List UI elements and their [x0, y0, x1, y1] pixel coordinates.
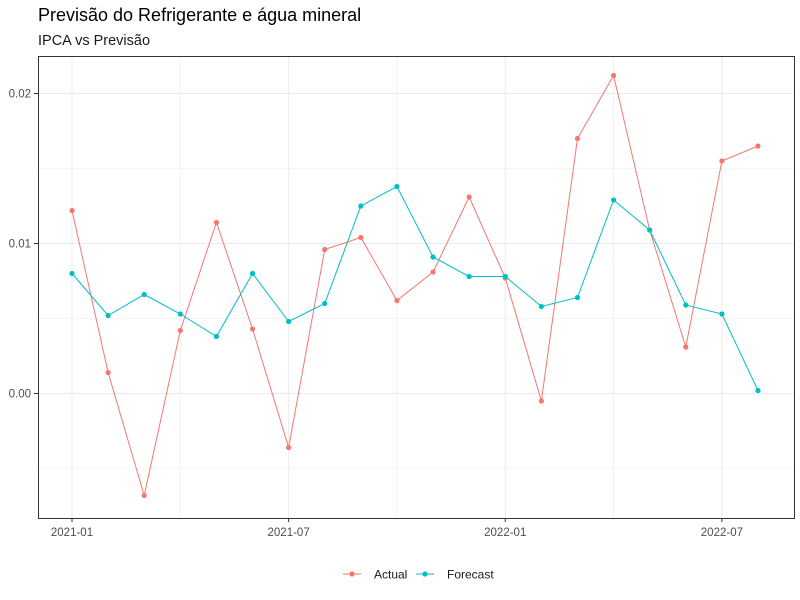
- data-point-forecast: [213, 333, 220, 340]
- data-point-forecast: [683, 302, 689, 308]
- data-point-actual: [105, 369, 111, 376]
- data-point-forecast: [755, 387, 761, 394]
- data-point-actual: [538, 398, 544, 404]
- legend: Actual Forecast: [343, 568, 494, 582]
- y-tick-label: 0.01: [9, 239, 31, 251]
- x-tick-label: 2021-01: [51, 527, 93, 539]
- series-line-actual: [71, 74, 759, 496]
- data-point-forecast: [610, 197, 617, 203]
- plot-panel-border: [38, 56, 795, 519]
- legend-label-actual: Actual: [374, 568, 407, 582]
- data-point-actual: [755, 143, 761, 149]
- data-point-forecast: [286, 318, 292, 325]
- data-point-actual: [466, 194, 472, 200]
- data-point-actual: [213, 219, 220, 226]
- data-point-actual: [610, 72, 617, 79]
- data-point-actual: [286, 444, 292, 451]
- data-point-forecast: [502, 273, 508, 280]
- legend-item-actual: Actual: [343, 568, 407, 582]
- x-axis: 2021-01 2021-07 2022-01 2022-07: [51, 518, 743, 539]
- data-point-forecast: [177, 311, 183, 317]
- y-axis: 0.00 0.01 0.02: [9, 89, 38, 401]
- legend-key-point-actual: [349, 571, 355, 577]
- data-point-actual: [394, 297, 400, 304]
- data-point-actual: [69, 207, 75, 214]
- x-tick-label: 2022-07: [701, 527, 743, 539]
- data-point-actual: [719, 158, 725, 164]
- chart-subtitle: IPCA vs Previsão: [38, 33, 151, 49]
- data-point-forecast: [105, 312, 111, 319]
- data-point-actual: [322, 246, 328, 253]
- data-point-actual: [683, 344, 689, 350]
- x-tick-label: 2021-07: [268, 527, 310, 539]
- data-point-forecast: [719, 311, 725, 317]
- data-point-actual: [141, 492, 147, 499]
- y-tick-label: 0.02: [9, 89, 31, 101]
- data-point-forecast: [322, 300, 328, 307]
- data-point-forecast: [430, 254, 436, 260]
- major-gridlines: [38, 56, 794, 518]
- data-point-forecast: [647, 227, 653, 233]
- data-point-actual: [249, 326, 256, 332]
- data-point-forecast: [69, 270, 75, 277]
- data-point-forecast: [249, 270, 256, 277]
- x-tick-label: 2022-01: [484, 527, 526, 539]
- legend-item-forecast: Forecast: [416, 568, 494, 582]
- y-tick-label: 0.00: [9, 389, 31, 401]
- data-point-forecast: [358, 203, 364, 209]
- data-point-actual: [358, 234, 364, 241]
- data-point-forecast: [538, 303, 544, 310]
- data-point-forecast: [141, 291, 147, 298]
- data-point-forecast: [394, 183, 400, 190]
- data-point-actual: [177, 327, 183, 334]
- minor-gridlines: [38, 56, 794, 518]
- chart-title: Previsão do Refrigerante e água mineral: [38, 5, 362, 25]
- data-point-forecast: [574, 294, 581, 301]
- series-layer: [69, 72, 761, 499]
- data-point-forecast: [466, 273, 472, 280]
- data-point-actual: [430, 269, 436, 275]
- legend-label-forecast: Forecast: [447, 568, 494, 582]
- series-line-forecast: [71, 185, 759, 391]
- legend-key-point-forecast: [422, 571, 428, 577]
- data-point-actual: [574, 135, 581, 142]
